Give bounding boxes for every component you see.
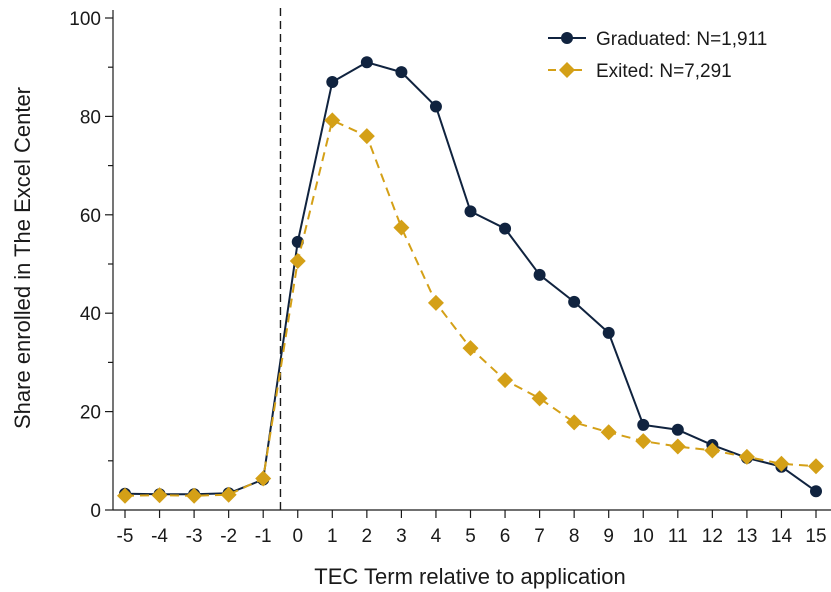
data-point xyxy=(810,485,822,498)
y-tick-label: 80 xyxy=(80,107,101,128)
data-point xyxy=(151,487,168,504)
x-tick-label: 8 xyxy=(569,526,580,547)
data-point xyxy=(704,442,721,459)
x-tick-label: -5 xyxy=(117,526,134,547)
data-point xyxy=(531,390,548,407)
data-point xyxy=(117,487,133,504)
legend-marker xyxy=(561,32,573,44)
data-point xyxy=(324,112,341,129)
y-axis-title: Share enrolled in The Excel Center xyxy=(10,87,35,429)
x-tick-label: 5 xyxy=(465,526,476,547)
x-tick-label: 15 xyxy=(805,526,826,547)
data-point xyxy=(669,438,686,455)
legend-label: Exited: N=7,291 xyxy=(596,61,732,82)
x-tick-label: 14 xyxy=(771,526,793,547)
data-point xyxy=(289,253,306,270)
data-point xyxy=(671,423,684,436)
legend-item: Exited: N=7,291 xyxy=(548,61,732,82)
x-tick-label: 10 xyxy=(633,526,654,547)
y-tick-label: 40 xyxy=(80,304,101,325)
x-tick-label: 13 xyxy=(736,526,757,547)
x-tick-label: -4 xyxy=(151,526,168,547)
data-point xyxy=(462,340,479,357)
y-tick-label: 60 xyxy=(80,206,101,227)
data-point xyxy=(393,219,410,236)
x-axis-title: TEC Term relative to application xyxy=(314,564,625,589)
data-point xyxy=(637,418,650,431)
data-point xyxy=(808,458,824,475)
data-point xyxy=(533,268,546,281)
x-tick-label: 11 xyxy=(668,526,688,547)
data-point xyxy=(602,326,615,339)
data-point xyxy=(395,66,408,79)
legend-marker xyxy=(559,62,575,78)
x-tick-label: -3 xyxy=(186,526,203,547)
series-line xyxy=(124,61,817,496)
x-tick-label: 12 xyxy=(702,526,723,547)
y-tick-label: 20 xyxy=(80,403,101,424)
series-layer xyxy=(117,56,824,504)
series-1 xyxy=(119,56,822,501)
legend: Graduated: N=1,911 Exited: N=7,291 xyxy=(548,29,767,82)
x-tick-label: 3 xyxy=(396,526,407,547)
x-tick-label: 4 xyxy=(431,526,442,547)
data-point xyxy=(568,295,581,308)
data-point xyxy=(773,455,790,472)
x-tick-label: 9 xyxy=(603,526,614,547)
data-point xyxy=(360,56,373,69)
x-tick-label: 7 xyxy=(534,526,545,547)
data-point xyxy=(499,222,512,235)
data-point xyxy=(358,128,375,145)
y-tick-label: 0 xyxy=(90,501,101,522)
series-2 xyxy=(117,112,824,504)
y-tick-label: 100 xyxy=(69,9,101,30)
legend-label: Graduated: N=1,911 xyxy=(596,29,767,50)
data-point xyxy=(220,486,237,503)
data-point xyxy=(738,448,755,465)
x-tick-label: 1 xyxy=(327,526,338,547)
x-tick-label: 0 xyxy=(292,526,303,547)
data-point xyxy=(326,75,339,88)
x-tick-label: 6 xyxy=(500,526,511,547)
x-tick-label: -1 xyxy=(255,526,272,547)
data-point xyxy=(429,100,442,113)
data-point xyxy=(186,487,203,504)
x-tick-label: -2 xyxy=(220,526,237,547)
data-point xyxy=(427,294,444,311)
legend-item: Graduated: N=1,911 xyxy=(548,29,767,50)
data-point xyxy=(635,433,652,450)
x-tick-label: 2 xyxy=(362,526,373,547)
data-point xyxy=(497,372,514,389)
data-point xyxy=(255,470,272,487)
data-point xyxy=(566,414,583,431)
data-point xyxy=(464,205,477,218)
data-point xyxy=(600,424,617,441)
